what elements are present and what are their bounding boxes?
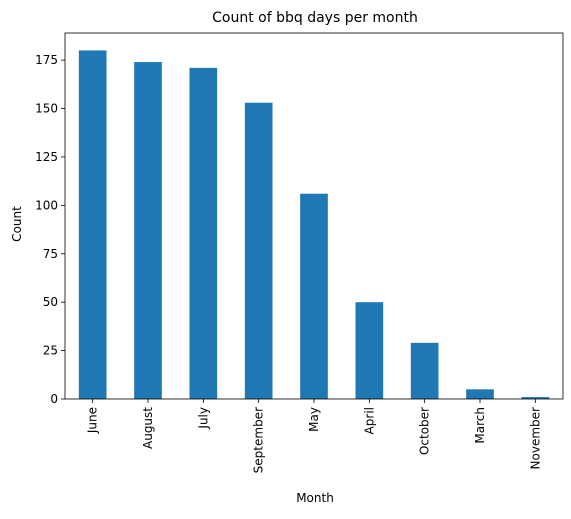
bar-march xyxy=(466,389,494,399)
y-tick-label: 125 xyxy=(35,150,58,164)
bar-september xyxy=(244,102,273,399)
y-tick-label: 100 xyxy=(35,198,58,212)
x-tick-label: August xyxy=(141,407,155,449)
y-tick-label: 175 xyxy=(35,53,58,67)
x-tick-label: November xyxy=(528,407,542,469)
bars-layer xyxy=(78,50,550,400)
bar-october xyxy=(410,342,439,399)
bar-july xyxy=(189,67,218,399)
x-tick-label: March xyxy=(473,407,487,444)
x-tick-label: October xyxy=(418,407,432,455)
y-tick-label: 75 xyxy=(43,247,58,261)
x-axis-label: Month xyxy=(296,491,334,505)
x-tick-label: April xyxy=(362,407,376,434)
y-tick-label: 0 xyxy=(50,392,58,406)
bar-april xyxy=(355,302,384,399)
bar-may xyxy=(300,193,328,399)
bar-november xyxy=(521,397,550,399)
y-axis-label: Count xyxy=(10,206,24,242)
x-tick-label: May xyxy=(307,407,321,432)
y-tick-label: 50 xyxy=(43,295,58,309)
x-tick-label: June xyxy=(86,407,100,434)
x-tick-label: September xyxy=(252,407,266,473)
x-axis-ticks: June August July September May April October Ma… xyxy=(86,399,542,473)
y-tick-label: 150 xyxy=(35,102,58,116)
x-tick-label: July xyxy=(196,407,210,430)
y-tick-label: 25 xyxy=(43,344,58,358)
y-axis-ticks: 0 25 50 75 100 125 150 175 xyxy=(35,53,65,406)
bar-august xyxy=(134,62,162,400)
bar-june xyxy=(78,50,107,400)
chart-title: Count of bbq days per month xyxy=(212,10,418,26)
